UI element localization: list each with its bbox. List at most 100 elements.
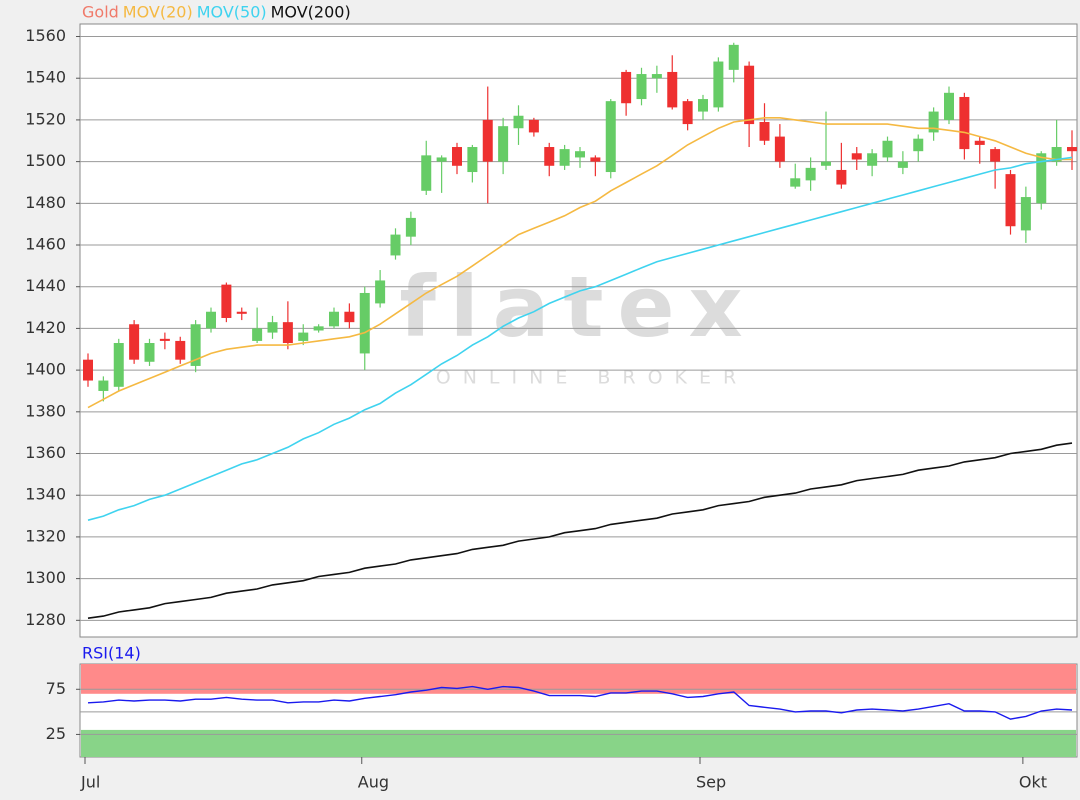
candle-body <box>713 61 724 108</box>
candle-body <box>467 147 478 173</box>
candle-body <box>498 126 509 162</box>
candle-body <box>928 111 939 133</box>
candle-body <box>651 74 662 79</box>
candle-body <box>1005 174 1016 227</box>
candle-body <box>821 161 831 166</box>
y-tick-label: 1360 <box>25 443 66 462</box>
x-tick-label: Sep <box>696 773 726 792</box>
candle-body <box>83 359 93 381</box>
y-tick-label: 1300 <box>25 568 66 587</box>
y-tick-label: 1560 <box>25 26 66 45</box>
moving-average-line <box>87 156 1073 521</box>
candle-body <box>329 311 339 327</box>
candle-body <box>236 311 247 314</box>
candle-body <box>482 119 493 162</box>
candle-body <box>298 332 309 341</box>
candle-body <box>375 280 386 304</box>
candle-body <box>421 155 432 191</box>
y-tick-label: 1480 <box>25 193 66 212</box>
candle-body <box>436 157 447 162</box>
candle-body <box>129 324 140 360</box>
candle-body <box>344 311 355 323</box>
y-tick-label: 1520 <box>25 109 66 128</box>
candle-body <box>590 157 601 162</box>
legend-entry: MOV(20) <box>123 3 193 22</box>
candle-body <box>636 74 647 100</box>
x-tick-label: Aug <box>358 773 389 792</box>
candle-body <box>744 65 755 125</box>
candle-body <box>513 115 524 129</box>
moving-average-line <box>87 117 1072 409</box>
y-tick-label: 25 <box>46 724 66 743</box>
watermark-subtitle: ONLINE BROKER <box>436 367 748 389</box>
candle-body <box>544 147 555 166</box>
candle-body <box>282 322 293 344</box>
candle-body <box>990 149 1001 162</box>
rsi-label: RSI(14) <box>82 644 141 663</box>
y-tick-label: 1380 <box>25 401 66 420</box>
candle-body <box>605 101 616 173</box>
main-plot-area <box>79 23 1078 638</box>
candle-body <box>913 138 924 152</box>
candle-body <box>267 322 278 333</box>
candle-body <box>774 136 785 162</box>
legend-entry: Gold <box>82 3 119 22</box>
candle-body <box>1051 147 1062 162</box>
candle-body <box>175 340 186 360</box>
candle-body <box>575 151 585 158</box>
candle-body <box>882 140 893 158</box>
candle-body <box>98 380 109 391</box>
candle-body <box>313 326 324 331</box>
x-tick-label: Jul <box>80 773 100 792</box>
candle-body <box>790 178 801 187</box>
y-tick-label: 1440 <box>25 276 66 295</box>
candle-body <box>359 292 370 354</box>
x-tick-label: Okt <box>1019 773 1047 792</box>
candle-body <box>559 149 570 166</box>
candle-body <box>698 99 708 112</box>
layer: 1280 1300 1320 1340 1360 1380 1400 1420 1440 1460… <box>25 3 1077 792</box>
legend-entry: MOV(200) <box>271 3 351 22</box>
candle-body <box>452 147 462 166</box>
candle-body <box>252 328 263 341</box>
candle-body <box>974 140 985 145</box>
candle-body <box>390 234 401 256</box>
candle-body <box>867 153 878 166</box>
candle-body <box>667 71 678 108</box>
moving-average-line <box>87 442 1073 619</box>
y-tick-label: 1280 <box>25 610 66 629</box>
y-tick-label: 1420 <box>25 318 66 337</box>
y-tick-label: 1540 <box>25 68 66 87</box>
candle-body <box>206 311 216 329</box>
y-tick-label: 1340 <box>25 485 66 504</box>
candle-body <box>759 121 770 141</box>
candle-body <box>1036 153 1047 204</box>
candle-body <box>944 92 954 120</box>
candle-body <box>221 284 232 318</box>
candle-body <box>144 343 155 362</box>
candle-body <box>1067 147 1077 152</box>
candle-body <box>405 217 416 237</box>
y-tick-label: 1500 <box>25 151 66 170</box>
y-tick-label: 1460 <box>25 235 66 254</box>
candle-body <box>897 161 908 168</box>
candle-body <box>836 169 847 185</box>
candle-body <box>621 71 632 104</box>
candle-body <box>851 153 862 160</box>
y-tick-label: 1400 <box>25 360 66 379</box>
legend-entry: MOV(50) <box>197 3 267 22</box>
candle-body <box>1020 197 1031 231</box>
candle-body <box>190 324 201 366</box>
watermark: flatex <box>399 258 756 356</box>
candle-body <box>528 119 539 133</box>
y-tick-label: 1320 <box>25 526 66 545</box>
candle-body <box>959 96 970 150</box>
candle-body <box>682 101 693 125</box>
rsi-line <box>87 685 1073 720</box>
y-tick-label: 75 <box>46 679 66 698</box>
candle-body <box>728 44 739 70</box>
candle-body <box>113 343 124 387</box>
candle-body <box>805 167 816 181</box>
